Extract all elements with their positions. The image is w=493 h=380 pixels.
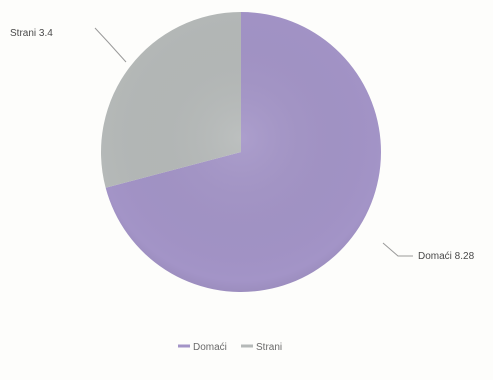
legend-item-doma-i[interactable]: Domaći <box>193 342 227 353</box>
slice-data-label: Strani 3.4 <box>10 28 53 39</box>
slice-leader-line <box>94 27 127 63</box>
slice-data-label: Domaći 8.28 <box>418 251 475 262</box>
slice-leader-line <box>382 242 413 257</box>
legend-item-strani[interactable]: Strani <box>256 342 282 353</box>
